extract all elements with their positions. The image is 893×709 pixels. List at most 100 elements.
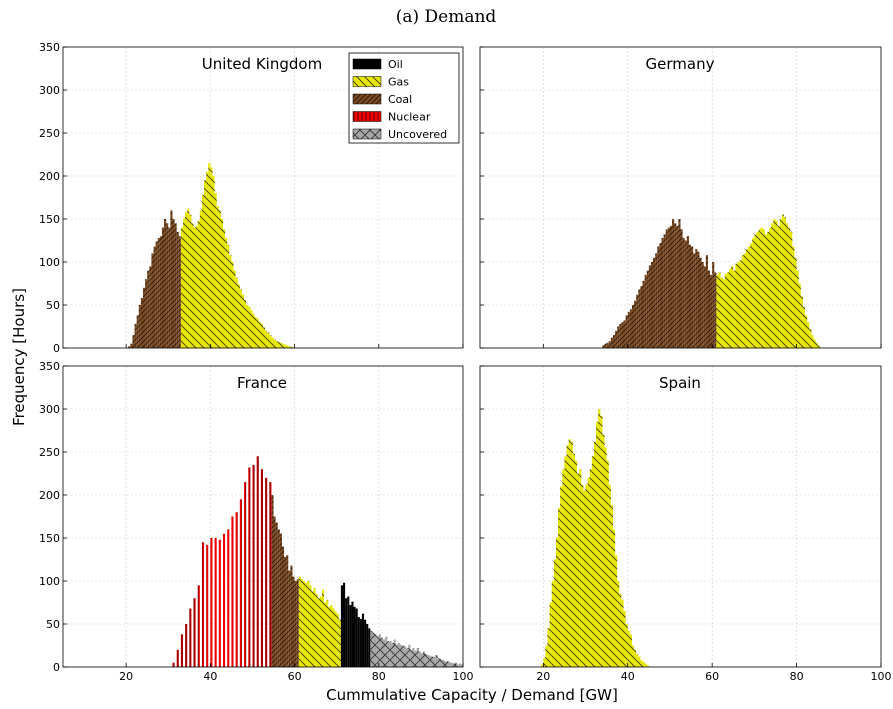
bar-uncovered [397,642,400,667]
bar-oil [343,582,346,667]
bar-uncovered [433,656,436,667]
bar-nuclear [244,482,247,667]
bar-gas [612,529,616,667]
panel-title: France [237,374,287,392]
y-tick-label: 200 [39,170,60,183]
bar-gas [225,237,228,348]
plot-frame [479,365,882,668]
bar-gas [555,538,559,667]
bar-uncovered [454,662,457,667]
bar-uncovered [399,644,402,667]
legend-swatch-uncovered [352,128,382,140]
bar-uncovered [395,644,398,667]
y-tick-label: 0 [53,661,60,674]
bar-gas [336,613,339,667]
bar-gas [193,227,196,348]
bar-coal [279,533,282,667]
bar-gas [583,490,586,667]
x-tick-label: 100 [453,670,474,683]
bar-nuclear [265,477,268,667]
x-tick-label: 80 [372,670,386,683]
legend-swatch-gas [352,76,382,87]
bar-coal [161,227,165,348]
bar-coal [627,311,630,348]
bar-gas [558,507,561,667]
bar-gas [608,484,611,667]
x-tick-label: 40 [621,670,635,683]
bar-nuclear [256,456,259,667]
bar-gas [180,227,183,348]
bar-nuclear [180,634,183,667]
bar-nuclear [172,662,175,667]
bar-coal [650,262,654,348]
bar-gas [729,268,732,348]
bar-coal [682,237,685,348]
bar-coal [648,265,651,348]
bar-gas [720,277,723,348]
bar-gas [241,294,245,348]
bar-coal [606,342,609,348]
bar-oil [368,628,371,667]
bar-coal [665,229,668,348]
bar-gas [792,246,795,348]
bar-gas [574,460,578,667]
bar-coal [140,298,143,348]
bar-gas [547,628,550,667]
bar-gas [248,306,251,348]
bar-gas [629,634,632,667]
bar-gas [208,163,211,348]
bar-coal [168,227,171,348]
bar-oil [359,618,362,667]
bar-coal [688,244,692,348]
bar-gas [631,645,635,667]
bar-nuclear [185,624,188,667]
bar-gas [292,347,295,348]
bar-coal [699,257,702,348]
bar-uncovered [429,655,432,667]
legend-label-nuclear: Nuclear [388,111,431,124]
bar-gas [644,663,647,667]
bar-gas [764,234,768,348]
bar-gas [598,409,601,667]
y-tick-label: 350 [39,360,60,373]
bar-gas [277,341,280,348]
bar-oil [349,605,352,667]
bar-gas [760,227,763,348]
bar-coal [703,266,706,348]
bar-uncovered [410,649,413,667]
bar-uncovered [420,653,423,667]
bar-coal [693,253,696,348]
bar-nuclear [197,585,200,667]
bar-gas [570,441,573,667]
bar-gas [606,460,609,667]
bar-gas [564,456,567,667]
bar-coal [294,581,297,667]
bar-coal [136,315,139,348]
bar-gas [307,581,310,667]
bar-gas [589,469,592,667]
bar-coal [134,323,137,348]
bar-coal [159,236,162,348]
bar-gas [334,611,337,667]
panel-germany: Germany [479,46,882,349]
bar-gas [553,559,556,667]
bar-gas [593,441,597,667]
bar-coal [271,495,274,667]
bar-coal [284,556,287,667]
bar-gas [602,434,605,667]
bar-gas [560,486,563,667]
bar-gas [250,310,253,348]
x-tick-label: 40 [203,670,217,683]
x-tick-label: 60 [288,670,302,683]
bar-nuclear [218,539,221,667]
bar-gas [788,227,791,348]
bar-nuclear [269,482,272,667]
bar-gas [600,415,603,667]
bar-nuclear [201,542,205,667]
bar-uncovered [378,634,381,667]
y-axis-label: Frequency [Hours] [10,288,28,426]
bar-nuclear [189,608,192,667]
bar-coal [659,243,662,348]
bar-gas [317,598,320,667]
bar-nuclear [235,512,238,667]
